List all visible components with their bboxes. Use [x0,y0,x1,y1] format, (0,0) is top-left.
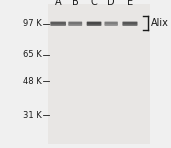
FancyBboxPatch shape [122,22,137,26]
Text: 97 K: 97 K [23,19,42,28]
Bar [48,4,150,144]
FancyBboxPatch shape [50,22,66,26]
Text: 31 K: 31 K [23,111,42,120]
FancyBboxPatch shape [87,22,101,26]
FancyBboxPatch shape [68,22,82,26]
Text: C: C [91,0,97,7]
Text: B: B [72,0,79,7]
Text: Alix: Alix [151,18,169,28]
Text: E: E [127,0,133,7]
Text: 48 K: 48 K [23,77,42,86]
Text: 65 K: 65 K [23,50,42,59]
Text: A: A [55,0,61,7]
Text: D: D [107,0,115,7]
FancyBboxPatch shape [104,22,118,26]
